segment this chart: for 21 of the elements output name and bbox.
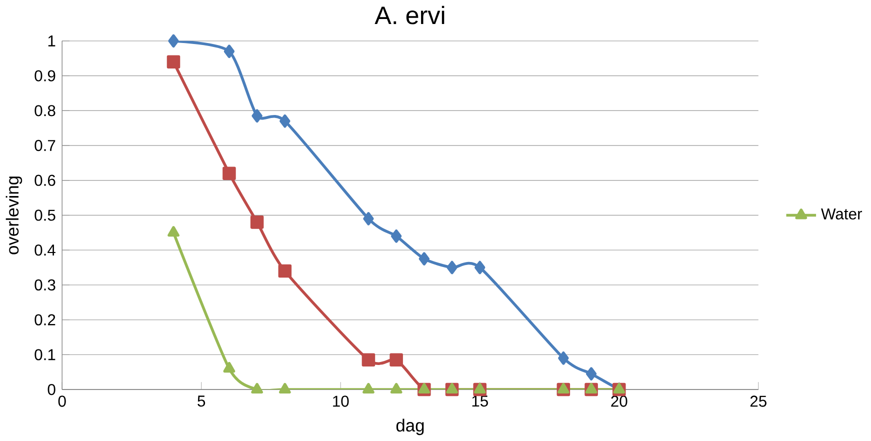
y-tick-label: 0.5 [34,210,56,221]
x-tick-label: 25 [750,396,766,407]
chart-title: A. ervi [374,6,444,24]
x-tick-label: 10 [333,396,349,407]
y-tick-label: 0.7 [34,140,56,152]
y-tick-label: 0.9 [34,70,56,82]
y-tick-label: 0.6 [34,174,56,186]
x-axis-title: dag [396,418,424,436]
y-tick-label: 0.4 [34,244,56,256]
y-tick-label: 0.3 [34,279,56,291]
legend-label: Water [821,208,862,220]
y-tick-label: 1 [48,36,56,46]
y-tick-label: 0.8 [34,105,56,116]
x-tick-label: 0 [58,396,66,407]
y-axis-title: overleving [6,176,22,254]
y-tick-label: 0 [48,384,56,396]
x-tick-label: 15 [472,396,488,407]
x-tick-label: 5 [198,396,206,407]
y-tick-label: 0.2 [34,314,56,326]
x-tick-label: 20 [611,396,628,407]
y-tick-label: 0.1 [34,349,56,360]
